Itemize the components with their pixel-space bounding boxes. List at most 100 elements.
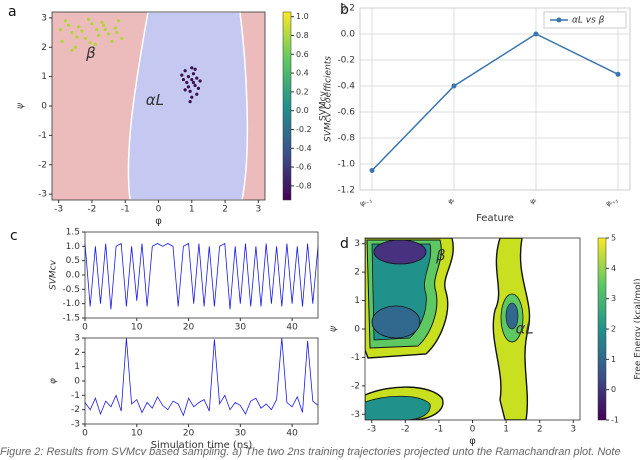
colorbar-tick-label: -0.2 <box>296 125 312 134</box>
scatter-point <box>63 19 67 23</box>
x-tick-label: φᵢ₊₁ <box>605 196 620 208</box>
y-tick-label: 1 <box>41 72 47 82</box>
scatter-point <box>181 77 186 82</box>
contour-regions <box>365 238 531 420</box>
x-axis-label: Simulation time (ns) <box>151 440 253 451</box>
x-tick-label: 1 <box>189 205 195 215</box>
x-tick-label: -3 <box>54 205 63 215</box>
y-tick-label: 0.0 <box>341 30 356 40</box>
colorbar-tick-label: 1.0 <box>296 12 309 21</box>
colorbar-tick-label: 0.2 <box>296 87 309 96</box>
x-tick-label: 30 <box>235 429 247 439</box>
x-tick-label: 10 <box>131 429 143 439</box>
y-tick-label: -3 <box>351 410 360 420</box>
x-tick-label: 3 <box>570 425 576 435</box>
x-tick-label: 2 <box>537 425 543 435</box>
line-marker <box>369 168 375 173</box>
scatter-point <box>195 92 199 96</box>
x-tick-label: 40 <box>286 429 298 439</box>
scatter-point <box>183 88 187 92</box>
scatter-point <box>193 83 197 88</box>
y-tick-label: -1.2 <box>337 186 355 196</box>
x-tick-label: 0 <box>156 205 162 215</box>
y-tick-label: -1.0 <box>337 160 355 170</box>
x-tick-label: 2 <box>222 205 228 215</box>
y-tick-label: -1 <box>38 131 47 141</box>
y-tick-label: 1.5 <box>66 228 80 238</box>
scatter-point <box>58 28 62 32</box>
y-tick-label: 3 <box>354 239 360 249</box>
caption: Figure 2: Results from SVMcv based sampl… <box>0 446 621 458</box>
scatter-point <box>198 79 202 83</box>
y-tick-label: 0.0 <box>66 271 81 281</box>
colorbar-tick-label: 2 <box>611 325 616 334</box>
colorbar-tick-label: 5 <box>611 234 616 243</box>
colorbar <box>597 237 607 421</box>
y-tick-label: -3 <box>38 190 47 200</box>
legend-marker <box>556 17 562 23</box>
scatter-point <box>90 22 94 26</box>
panel-label: b <box>340 2 349 18</box>
scatter-point <box>103 28 107 32</box>
decision-regions <box>52 12 265 200</box>
scatter-point <box>100 20 104 24</box>
scatter-point <box>101 23 106 27</box>
colorbar-tick-label: -0.4 <box>296 144 312 153</box>
y-tick-label: 0.2 <box>341 4 355 14</box>
y-tick-label: -1 <box>71 391 80 401</box>
y-tick-label: -1.0 <box>62 299 80 309</box>
scatter-point <box>115 30 119 35</box>
panel-label: c <box>10 228 18 244</box>
y-tick-label: 2 <box>74 348 80 358</box>
x-axis-label: φ <box>469 436 476 447</box>
scatter-point <box>191 80 196 85</box>
scatter-point <box>83 36 87 41</box>
y-tick-label: 0 <box>354 325 360 335</box>
scatter-point <box>193 67 197 71</box>
scatter-point <box>87 17 91 21</box>
colorbar-label: Free Energy (kcal/mol) <box>634 278 640 379</box>
x-tick-label: 0 <box>82 323 88 333</box>
scatter-point <box>190 66 194 70</box>
y-tick-label: -0.5 <box>62 285 80 295</box>
scatter-point <box>116 19 121 23</box>
y-tick-label: -0.8 <box>337 134 355 144</box>
x-tick-label: φᵢ <box>447 196 455 206</box>
x-tick-label: ψᵢ <box>529 196 537 206</box>
x-axis-label: φ <box>155 216 162 227</box>
x-tick-label: 3 <box>255 205 261 215</box>
y-axis-label: φ <box>49 378 59 384</box>
scatter-point <box>186 85 191 89</box>
plot-frame <box>359 7 631 191</box>
plot-frame <box>84 231 319 319</box>
scatter-point <box>113 26 117 30</box>
colorbar-tick-label: -0.8 <box>296 181 312 190</box>
colorbar-tick-label: 0.0 <box>296 106 309 115</box>
x-tick-label: 0 <box>470 425 476 435</box>
y-tick-label: -2 <box>71 405 80 415</box>
y-tick-label: -1 <box>351 353 360 363</box>
scatter-point <box>96 33 101 38</box>
x-tick-label: 1 <box>503 425 509 435</box>
colorbar-tick-label: 1 <box>611 355 616 364</box>
y-tick-label: -3 <box>71 420 80 430</box>
x-tick-label: 20 <box>183 323 195 333</box>
scatter-point <box>106 32 111 36</box>
line-marker <box>615 71 621 77</box>
scatter-point <box>190 77 194 82</box>
scatter-point <box>183 69 187 73</box>
annotation: β <box>435 247 446 265</box>
y-tick-label: 2 <box>354 268 360 278</box>
scatter-point <box>60 39 64 43</box>
y-tick-label: 1 <box>354 296 360 306</box>
x-tick-label: 0 <box>82 429 88 439</box>
line-marker <box>533 31 539 37</box>
scatter-point <box>190 95 194 99</box>
colorbar-label: SVMcv <box>319 90 329 121</box>
scatter-point <box>70 30 74 35</box>
annotation: β <box>85 44 96 62</box>
colorbar-tick-label: 0.6 <box>296 50 309 59</box>
y-tick-label: -0.6 <box>337 108 355 118</box>
y-tick-label: 3 <box>41 13 47 23</box>
y-tick-label: 2 <box>41 43 47 53</box>
